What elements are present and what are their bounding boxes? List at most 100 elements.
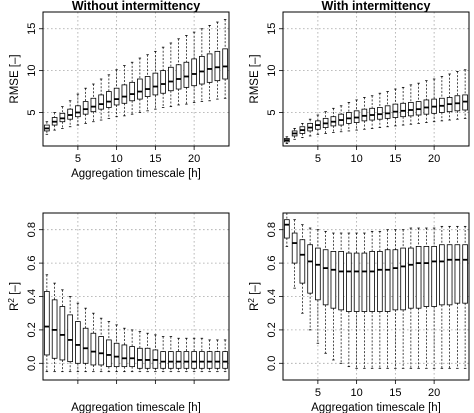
- box-5: [75, 302, 81, 373]
- box-21: [439, 76, 445, 122]
- box-3: [299, 224, 306, 314]
- box-17: [408, 84, 414, 125]
- box-iqr: [44, 291, 50, 356]
- box-9: [346, 232, 352, 368]
- box-17: [408, 227, 414, 369]
- box-12: [369, 230, 375, 369]
- x-tick-label: 10: [111, 153, 123, 165]
- box-23: [214, 339, 221, 373]
- box-3: [59, 289, 66, 373]
- plot-frame: [282, 11, 470, 147]
- box-8: [338, 105, 344, 133]
- box-iqr: [59, 306, 66, 361]
- box-iqr: [113, 87, 120, 106]
- box-13: [377, 92, 383, 128]
- box-12: [129, 329, 135, 373]
- box-iqr: [408, 247, 414, 309]
- box-iqr: [106, 91, 112, 108]
- box-iqr: [377, 251, 383, 312]
- box-21: [199, 337, 205, 373]
- box-3: [59, 106, 66, 129]
- box-17: [168, 336, 174, 373]
- x-tick-label: 5: [315, 153, 321, 165]
- y-tick-label: 0.8: [266, 222, 278, 237]
- box-iqr: [175, 64, 182, 90]
- box-iqr: [183, 61, 190, 88]
- box-24: [462, 69, 468, 119]
- x-tick-label: 15: [389, 153, 401, 165]
- box-iqr: [206, 351, 213, 369]
- box-11: [121, 65, 128, 117]
- box-iqr: [291, 232, 298, 264]
- box-iqr: [400, 247, 406, 311]
- panel-1: 5 10 15 20 5 10 15 Without intermittency Aggrega…: [9, 0, 230, 180]
- x-tick-label: 20: [188, 153, 200, 165]
- box-iqr: [222, 351, 228, 369]
- box-12: [369, 95, 375, 129]
- panel-3: 0.0 0.2 0.4 0.6 0.8 Aggregation timescale [h]…: [6, 212, 230, 413]
- box-iqr: [454, 244, 461, 304]
- box-iqr: [361, 252, 368, 312]
- x-tick-label: 20: [428, 387, 440, 399]
- x-tick-label: 5: [315, 387, 321, 399]
- box-10: [353, 99, 360, 131]
- box-4: [67, 296, 73, 373]
- box-iqr: [168, 66, 174, 92]
- box-22: [206, 24, 213, 102]
- box-24: [222, 19, 228, 99]
- box-iqr: [439, 244, 445, 306]
- box-iqr: [191, 58, 197, 87]
- y-tick-label: 0.0: [266, 356, 278, 371]
- box-14: [144, 332, 151, 373]
- box-8: [98, 78, 104, 121]
- box-iqr: [82, 327, 89, 364]
- box-iqr: [144, 76, 151, 97]
- x-tick-label: 15: [149, 153, 161, 165]
- box-15: [392, 88, 399, 127]
- box-7: [90, 312, 97, 373]
- box-iqr: [315, 247, 321, 301]
- y-tick-label: 10: [266, 65, 278, 77]
- box-2: [291, 219, 298, 289]
- box-iqr: [199, 351, 205, 369]
- box-5: [315, 229, 321, 344]
- box-3: [299, 122, 306, 139]
- plot-frame: [42, 11, 230, 147]
- box-iqr: [106, 339, 112, 368]
- box-19: [183, 337, 190, 373]
- box-15: [152, 334, 159, 373]
- box-iqr: [338, 251, 344, 311]
- x-tick-label: 10: [351, 153, 363, 165]
- box-iqr: [129, 346, 135, 368]
- y-tick-label: 0.6: [26, 255, 38, 270]
- box-iqr: [137, 78, 143, 100]
- box-iqr: [369, 251, 375, 312]
- box-iqr: [415, 245, 422, 309]
- box-2: [51, 112, 58, 131]
- x-axis-label: Aggregation timescale [h]: [71, 168, 201, 180]
- box-18: [415, 82, 422, 124]
- box-6: [322, 111, 329, 134]
- y-axis-label: R2 [–]: [246, 282, 261, 311]
- box-9: [346, 102, 352, 132]
- box-iqr: [98, 336, 104, 366]
- box-iqr: [384, 105, 391, 119]
- box-6: [82, 307, 89, 373]
- box-24: [222, 339, 228, 373]
- box-4: [307, 227, 313, 331]
- box-20: [191, 31, 197, 103]
- box-19: [423, 80, 430, 123]
- box-10: [113, 69, 120, 118]
- box-iqr: [152, 72, 159, 96]
- box-iqr: [392, 249, 399, 311]
- y-tick-label: 15: [26, 23, 38, 35]
- box-20: [431, 227, 437, 369]
- y-tick-label: 0.4: [266, 289, 278, 304]
- box-iqr: [353, 252, 360, 312]
- box-11: [361, 232, 368, 369]
- box-13: [137, 57, 143, 113]
- y-tick-label: 10: [26, 65, 38, 77]
- box-iqr: [431, 245, 437, 307]
- y-tick-label: 0.4: [26, 289, 38, 304]
- box-8: [98, 317, 104, 373]
